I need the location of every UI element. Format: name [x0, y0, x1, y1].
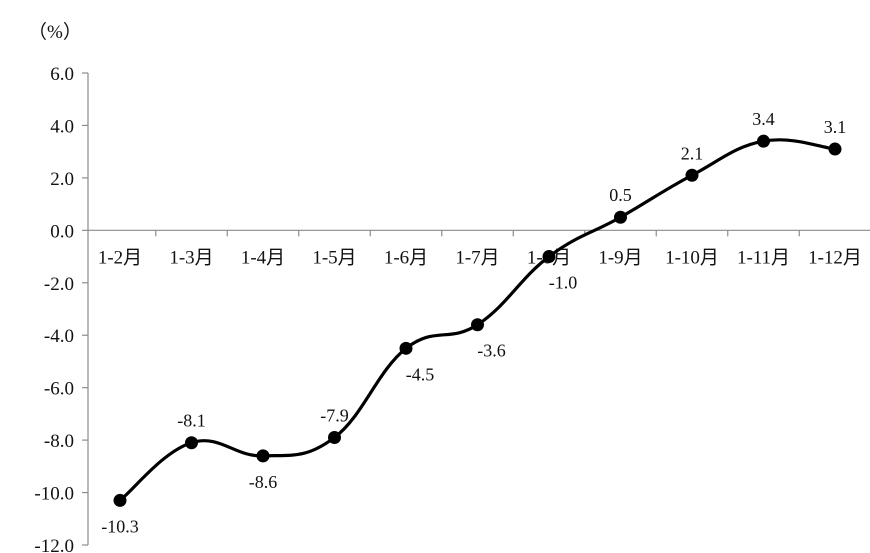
data-points — [113, 134, 842, 507]
data-label: -7.9 — [320, 405, 349, 425]
data-label: 0.5 — [609, 185, 632, 205]
y-unit-label: （%） — [28, 21, 82, 43]
y-tick-label: -6.0 — [44, 379, 74, 400]
x-category-label: 1-11月 — [737, 247, 790, 268]
x-category-label: 1-5月 — [312, 247, 356, 268]
data-labels: -10.3 -8.1 -8.6 -7.9 -4.5 -3.6 -1.0 0.5 2.1 3.4 3.… — [101, 109, 846, 536]
x-category-label: 1-3月 — [169, 247, 213, 268]
x-category-label: 1-2月 — [98, 247, 142, 268]
y-tick-label: -8.0 — [44, 431, 74, 452]
x-category-label: 1-7月 — [455, 247, 499, 268]
y-tick-label: 4.0 — [50, 116, 74, 137]
y-tick-label: 6.0 — [50, 64, 74, 85]
data-label: 3.4 — [752, 109, 775, 129]
y-axis: 6.0 4.0 2.0 0.0 -2.0 -4.0 -6.0 -8.0 -10.0 -12.0 — [34, 64, 89, 553]
data-point — [185, 436, 198, 450]
y-tick-label: -4.0 — [44, 326, 74, 347]
data-point — [113, 493, 127, 507]
data-label: 3.1 — [824, 117, 847, 137]
data-point — [828, 142, 842, 156]
data-point — [685, 168, 699, 182]
data-label: -8.6 — [249, 472, 278, 492]
data-point — [328, 430, 341, 444]
data-point — [399, 341, 413, 355]
data-point — [471, 318, 484, 332]
y-tick-label: -12.0 — [34, 536, 74, 553]
x-axis: 1-2月1-3月1-4月1-5月1-6月1-7月1-8月1-9月1-10月1-1… — [88, 229, 870, 268]
x-category-label: 1-4月 — [241, 247, 285, 268]
data-label: 2.1 — [681, 143, 704, 163]
data-point — [256, 449, 270, 463]
y-tick-label: -2.0 — [44, 274, 74, 295]
x-category-label: 1-9月 — [598, 247, 642, 268]
x-category-label: 1-10月 — [665, 247, 719, 268]
x-category-label: 1-12月 — [808, 247, 862, 268]
y-tick-label: -10.0 — [34, 484, 74, 505]
data-point — [542, 250, 556, 264]
data-label: -10.3 — [101, 516, 139, 536]
x-category-label: 1-6月 — [384, 247, 428, 268]
data-point — [757, 134, 770, 148]
y-tick-label: 0.0 — [50, 221, 74, 242]
y-tick-label: 2.0 — [50, 169, 74, 190]
data-label: -8.1 — [177, 411, 206, 431]
data-label: -3.6 — [477, 341, 506, 361]
data-label: -1.0 — [549, 273, 578, 293]
data-label: -4.5 — [406, 364, 435, 384]
data-point — [614, 210, 627, 224]
